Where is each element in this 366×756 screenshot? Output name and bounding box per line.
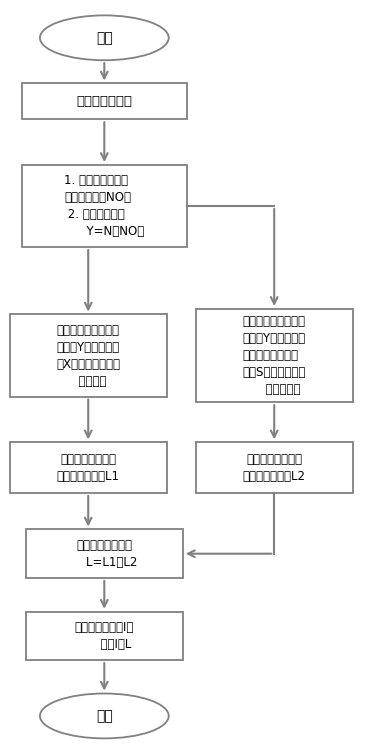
Bar [26,612,183,660]
Text: 充电继电器吸合: 充电继电器吸合 [76,94,132,108]
Text: 输出总的降温系数
    L=L1＊L2: 输出总的降温系数 L=L1＊L2 [71,539,138,569]
Text: 结束: 结束 [96,709,113,723]
Bar [26,529,183,578]
Ellipse shape [40,693,169,739]
Bar [22,165,187,247]
Text: 电池控制盒输出I实
      际＝I＊L: 电池控制盒输出I实 际＝I＊L [75,621,134,651]
Text: 输出结合外部环境
温度的降额系数L1: 输出结合外部环境 温度的降额系数L1 [57,453,120,483]
Text: 查表／计算：结合内
部温升Y值；外部温
度X值；经过查表或
      者计算；: 查表／计算：结合内 部温升Y值；外部温 度X值；经过查表或 者计算； [56,324,120,388]
Bar [195,309,353,402]
Text: 输出结合内部端子
温升的降额系数L2: 输出结合内部端子 温升的降额系数L2 [243,453,306,483]
Text: 开始: 开始 [96,31,113,45]
Text: 查表／计算：结合内
部温升Y值，以及计
算得出的端子温升
速率S值，经过查表
      或者计算：: 查表／计算：结合内 部温升Y值，以及计 算得出的端子温升 速率S值，经过查表 或… [243,315,306,396]
Ellipse shape [40,15,169,60]
Bar [10,314,167,397]
Text: 1. 记录吸合瞬间端
子温度，记为NO；
 2. 计算端子温升
      Y=N－NO；: 1. 记录吸合瞬间端 子温度，记为NO； 2. 计算端子温升 Y=N－NO； [64,174,145,238]
Bar [195,442,353,493]
Bar [22,83,187,119]
Bar [10,442,167,493]
